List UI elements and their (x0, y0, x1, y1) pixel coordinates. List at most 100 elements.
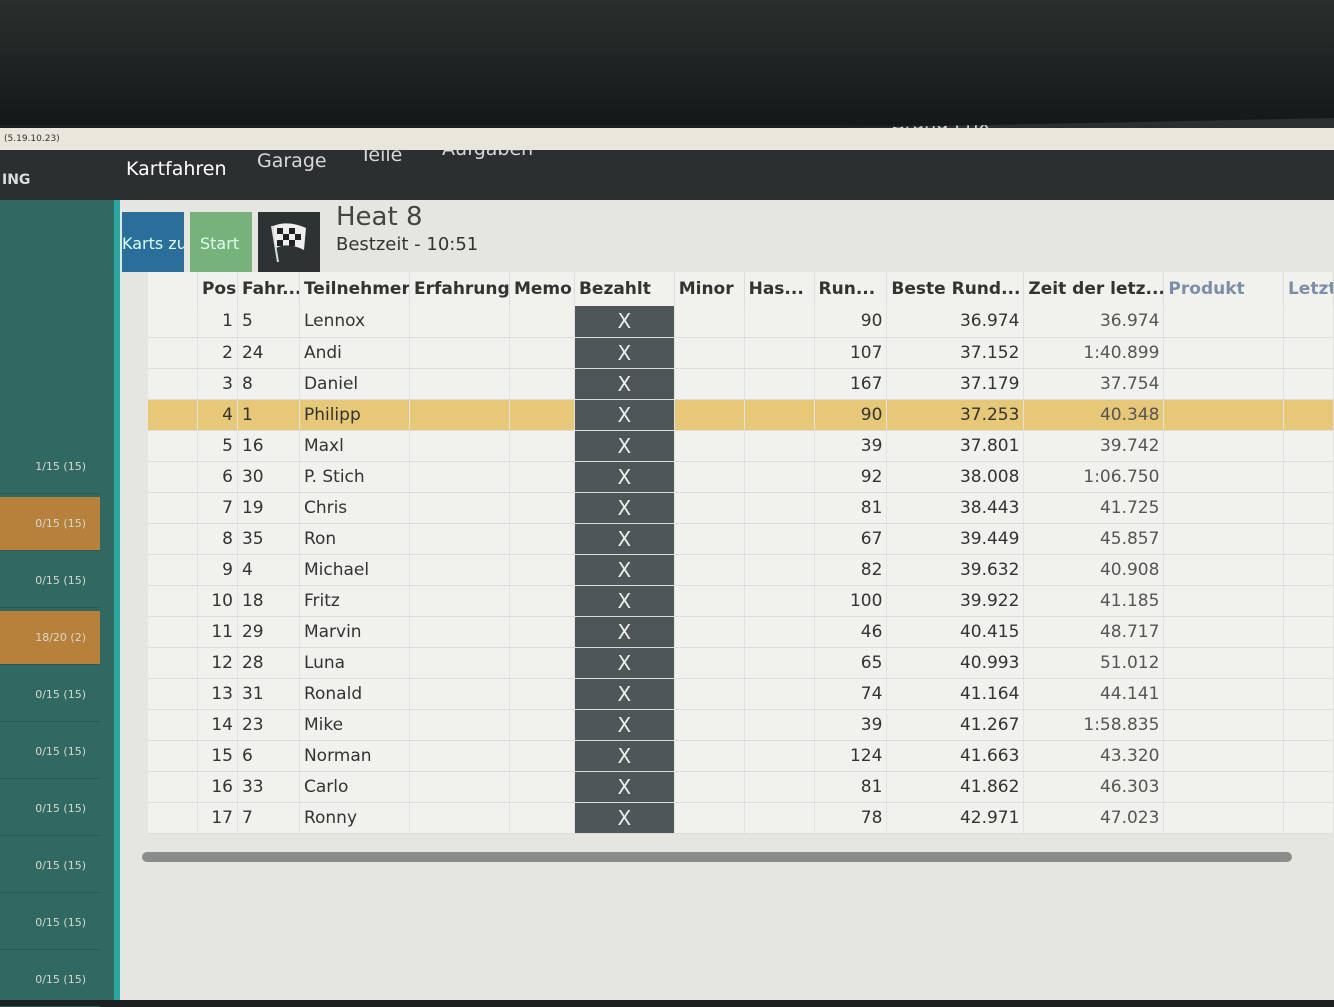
table-row[interactable]: 17 7 Ronny X 78 42.971 47.023 (148, 802, 1334, 834)
cell-pos: 13 (197, 678, 238, 710)
table-row[interactable]: 10 18 Fritz X 100 39.922 41.185 (148, 585, 1334, 617)
empty-cell (1283, 802, 1334, 834)
cell-last-lap: 48.717 (1023, 616, 1165, 648)
column-header[interactable]: Fahr... (237, 272, 300, 306)
empty-cell (1163, 802, 1284, 834)
table-row[interactable]: 5 16 Maxl X 39 37.801 39.742 (148, 430, 1334, 462)
cell-participant: Philipp (299, 399, 410, 431)
tab-garage[interactable]: Garage (257, 150, 327, 172)
table-row[interactable]: 3 8 Daniel X 167 37.179 37.754 (148, 368, 1334, 400)
column-header[interactable]: Beste Rund... (886, 272, 1025, 306)
sidebar-heat-item[interactable]: 1/15 (15) (0, 440, 100, 494)
column-header[interactable]: Erfahrung (409, 272, 510, 306)
cell-best-lap: 42.971 (886, 802, 1025, 834)
empty-cell (674, 399, 745, 431)
column-header[interactable]: Run... (814, 272, 888, 306)
version-bar: (5.19.10.23) (0, 128, 1334, 150)
cell-participant: Mike (299, 709, 410, 741)
table-row[interactable]: 11 29 Marvin X 46 40.415 48.717 (148, 616, 1334, 648)
cell-laps: 100 (814, 585, 888, 617)
tab-kartfahren[interactable]: Kartfahren (126, 158, 227, 180)
cell-participant: Daniel (299, 368, 410, 400)
column-header[interactable]: Teilnehmer (299, 272, 410, 306)
empty-cell (744, 430, 815, 462)
paid-cell: X (574, 616, 675, 648)
sidebar-heat-item[interactable]: 0/15 (15) (0, 896, 100, 950)
cell-laps: 107 (814, 337, 888, 369)
paid-cell: X (574, 523, 675, 555)
karts-zu-label: Karts zu (122, 234, 184, 253)
cell-last-lap: 40.908 (1023, 554, 1165, 586)
table-row[interactable]: 9 4 Michael X 82 39.632 40.908 (148, 554, 1334, 586)
sidebar-heat-item[interactable]: 0/15 (15) (0, 725, 100, 779)
column-header[interactable]: Bezahlt (574, 272, 675, 306)
empty-cell (1163, 461, 1284, 493)
empty-cell (1163, 740, 1284, 772)
column-header[interactable]: Produkt (1163, 272, 1284, 306)
empty-cell (1163, 616, 1284, 648)
column-header[interactable]: Pos (197, 272, 238, 306)
table-row[interactable]: 7 19 Chris X 81 38.443 41.725 (148, 492, 1334, 524)
table-row[interactable]: 2 24 Andi X 107 37.152 1:40.899 (148, 337, 1334, 369)
horizontal-scrollbar[interactable] (142, 852, 1292, 862)
empty-cell (674, 306, 745, 338)
empty-cell (148, 585, 198, 617)
cell-pos: 11 (197, 616, 238, 648)
sidebar-heat-item[interactable]: 18/20 (2) (0, 611, 100, 665)
empty-cell (509, 430, 575, 462)
empty-cell (1163, 771, 1284, 803)
empty-cell (674, 337, 745, 369)
sidebar-heat-item[interactable]: 0/15 (15) (0, 953, 100, 1007)
table-row[interactable]: 16 33 Carlo X 81 41.862 46.303 (148, 771, 1334, 803)
finish-flag-button[interactable] (258, 212, 320, 272)
sidebar-heat-item[interactable]: 0/15 (15) (0, 668, 100, 722)
empty-cell (1163, 554, 1284, 586)
monitor-bezel (0, 0, 1334, 125)
table-row[interactable]: 13 31 Ronald X 74 41.164 44.141 (148, 678, 1334, 710)
empty-cell (1283, 492, 1334, 524)
empty-cell (744, 647, 815, 679)
table-row[interactable]: 12 28 Luna X 65 40.993 51.012 (148, 647, 1334, 679)
karts-zu-button[interactable]: Karts zu (122, 212, 184, 272)
table-row[interactable]: 4 1 Philipp X 90 37.253 40.348 (148, 399, 1334, 431)
column-header[interactable]: Letzt (1283, 272, 1334, 306)
empty-cell (744, 337, 815, 369)
empty-cell (509, 709, 575, 741)
column-header[interactable]: Has... (744, 272, 815, 306)
start-button[interactable]: Start (190, 212, 252, 272)
empty-cell (744, 709, 815, 741)
cell-laps: 65 (814, 647, 888, 679)
paid-cell: X (574, 771, 675, 803)
table-row[interactable]: 15 6 Norman X 124 41.663 43.320 (148, 740, 1334, 772)
column-header[interactable]: Zeit der letz... (1023, 272, 1165, 306)
empty-cell (674, 554, 745, 586)
paid-cell: X (574, 430, 675, 462)
cell-participant: Marvin (299, 616, 410, 648)
table-row[interactable]: 8 35 Ron X 67 39.449 45.857 (148, 523, 1334, 555)
sidebar-heat-item[interactable]: 0/15 (15) (0, 554, 100, 608)
cell-laps: 74 (814, 678, 888, 710)
sidebar-heat-item[interactable]: 0/15 (15) (0, 839, 100, 893)
empty-cell (148, 337, 198, 369)
version-label: (5.19.10.23) (4, 134, 60, 144)
cell-last-lap: 47.023 (1023, 802, 1165, 834)
empty-cell (674, 368, 745, 400)
sidebar-heat-item[interactable]: 0/15 (15) (0, 782, 100, 836)
empty-cell (148, 616, 198, 648)
empty-cell (744, 523, 815, 555)
best-time: Bestzeit - 10:51 (336, 234, 479, 255)
empty-cell (509, 492, 575, 524)
empty-cell (148, 492, 198, 524)
empty-cell (409, 802, 510, 834)
column-header[interactable]: Memo (509, 272, 575, 306)
sidebar-heat-item[interactable]: 0/15 (15) (0, 497, 100, 551)
heat-status: 0/15 (15) (35, 916, 86, 929)
cell-last-lap: 1:40.899 (1023, 337, 1165, 369)
cell-participant: P. Stich (299, 461, 410, 493)
column-header[interactable]: Minor (674, 272, 745, 306)
table-row[interactable]: 1 5 Lennox X 90 36.974 36.974 (148, 306, 1334, 338)
table-row[interactable]: 6 30 P. Stich X 92 38.008 1:06.750 (148, 461, 1334, 493)
empty-cell (1163, 337, 1284, 369)
table-row[interactable]: 14 23 Mike X 39 41.267 1:58.835 (148, 709, 1334, 741)
cell-participant: Andi (299, 337, 410, 369)
